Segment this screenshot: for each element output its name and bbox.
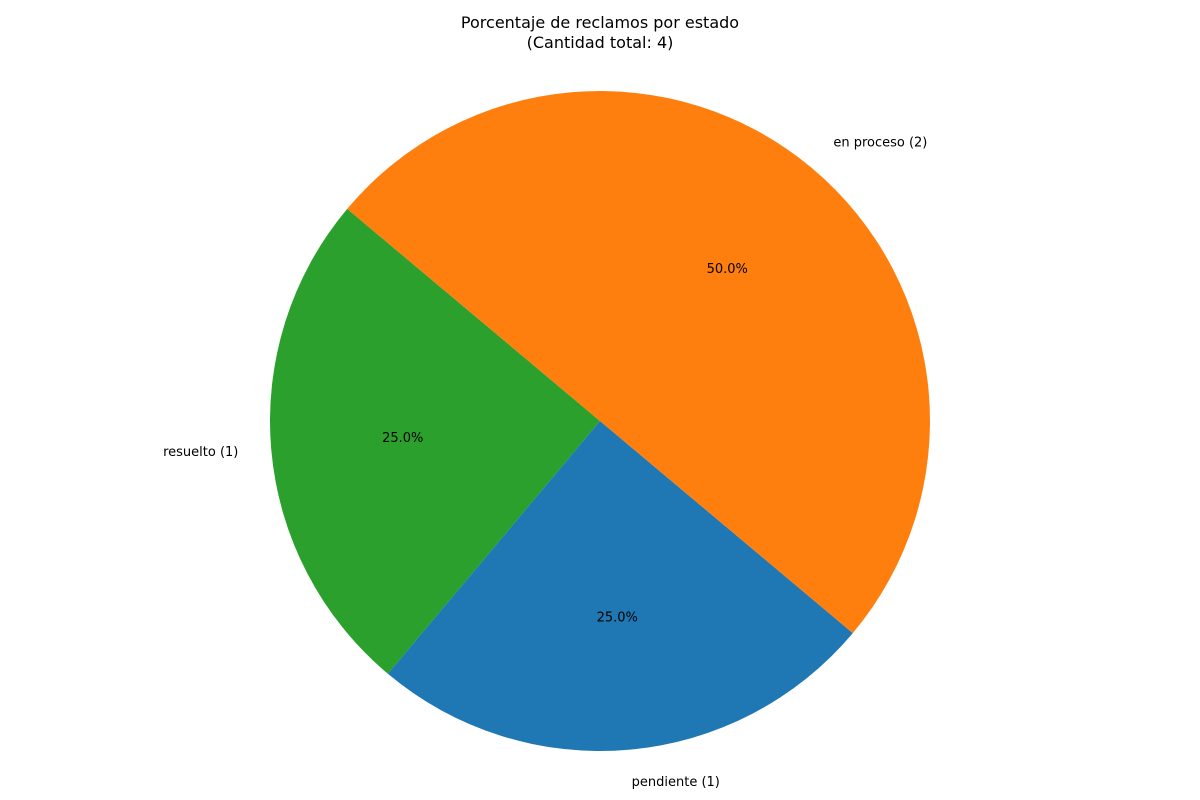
chart-title: Porcentaje de reclamos por estado (Canti…	[0, 13, 1200, 53]
pie-slice-1	[387, 421, 853, 751]
pie-labels: 25.0% resuelto (1) 25.0% pendiente (1) 50.0%…	[163, 135, 927, 790]
pie-slice-0	[269, 208, 600, 674]
pie-pct-label-1: 25.0%	[597, 611, 638, 626]
chart-title-line-1: Porcentaje de reclamos por estado	[460, 13, 740, 32]
pie-category-label-2: en proceso (2)	[833, 135, 927, 150]
pie-slices	[269, 90, 930, 751]
chart-title-line-2: (Cantidad total: 4)	[526, 33, 674, 52]
pie-pct-label-0: 25.0%	[382, 431, 423, 446]
pie-pct-label-2: 50.0%	[707, 262, 748, 277]
pie-slice-2	[347, 90, 930, 634]
pie-category-label-0: resuelto (1)	[163, 445, 238, 460]
pie-category-label-1: pendiente (1)	[632, 775, 720, 790]
